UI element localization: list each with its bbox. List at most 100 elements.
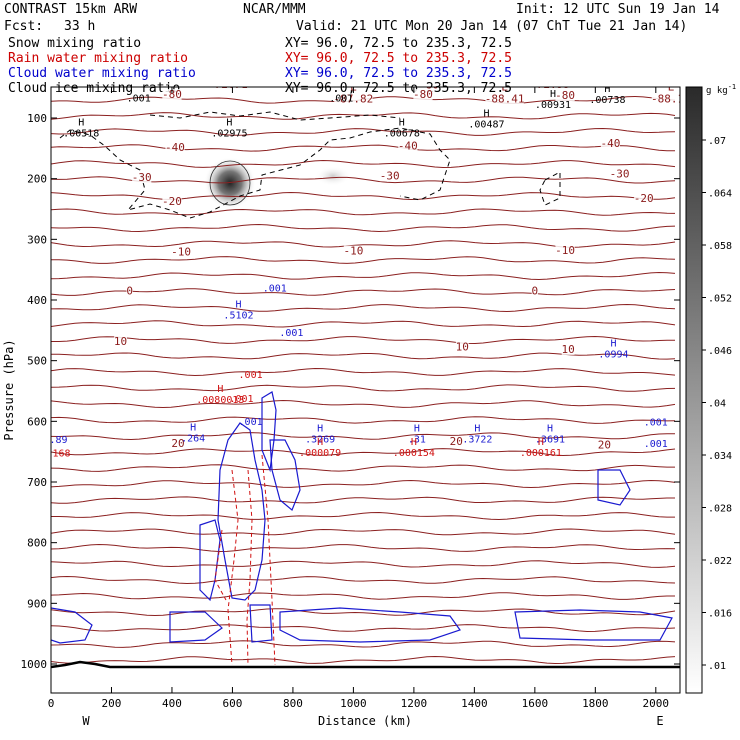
temperature-label: 0 (532, 284, 539, 297)
colorbar-tick-label: .034 (708, 451, 732, 462)
isotherm (51, 144, 675, 152)
legend-xy-cloud-water: XY= 96.0, 72.5 to 235.3, 72.5 (285, 66, 512, 81)
minimum-value-bg (334, 93, 373, 105)
init-time: Init: 12 UTC Sun 19 Jan 14 (516, 2, 720, 17)
isotherm (51, 127, 676, 136)
minimum-mark: L (225, 66, 232, 79)
isotherm (51, 624, 676, 633)
axes: 0 200 400 600 800 1000 1200 1400 1600 1800 2000100… (21, 87, 680, 710)
snow-max-value: .00487 (468, 120, 504, 131)
colorbar-tick-label: .046 (708, 346, 732, 357)
temperature-label: 20 (598, 439, 611, 452)
snow-max-value: .00738 (589, 95, 625, 106)
isotherm (51, 367, 676, 377)
temperature-label-bg (609, 168, 630, 180)
legend-label-rain: Rain water mixing ratio (8, 51, 188, 66)
minimum-value: -72.99 (530, 78, 570, 91)
temperature-label: 20 (450, 435, 463, 448)
legend-label-cloud-ice: Cloud ice mixing ratio (8, 81, 180, 96)
y-tick-label: 200 (27, 173, 47, 186)
x-tick-label: 1200 (401, 697, 428, 710)
minimum-value-bg (651, 93, 680, 105)
cloud-water-contour (249, 604, 273, 643)
cloud-water-contour (169, 611, 223, 643)
isotherm (51, 640, 676, 648)
cloud-water-value: .001 (644, 439, 668, 450)
temperature-label-bg (171, 246, 191, 258)
cloud-ice-contour (59, 127, 451, 219)
cloud-water-contour (597, 469, 631, 506)
temperature-label: 20 (171, 437, 184, 450)
isotherm (51, 496, 675, 504)
minimum-value: -72.71 (208, 78, 248, 91)
colorbar-unit: g kg-1 (706, 83, 736, 96)
x-axis-west: W (82, 714, 90, 728)
x-tick-label: 400 (162, 697, 182, 710)
cloud-water-contour (217, 422, 266, 601)
snow-max-value: .00518 (63, 129, 99, 140)
cloud-ice-contours (59, 111, 561, 219)
y-tick-label: 900 (27, 597, 47, 610)
minimum-value-bg (485, 93, 524, 105)
snow-max-mark: H (604, 84, 610, 95)
isotherm (51, 448, 676, 457)
x-axis-east: E (656, 714, 663, 728)
rain-value: .000079 (299, 448, 341, 459)
cloud-water-max-mark: H (547, 423, 553, 434)
x-tick-label: 1000 (340, 697, 367, 710)
legend-label-snow: Snow mixing ratio (8, 36, 141, 51)
temperature-label-bg (634, 193, 654, 205)
y-tick-label: 600 (27, 415, 47, 428)
x-axis-label: Distance (km) (318, 714, 412, 728)
snow-max-value: .02975 (211, 128, 247, 139)
temperature-label: -30 (610, 167, 630, 180)
isotherm (51, 352, 676, 360)
isotherm (51, 288, 676, 296)
isotherm (51, 528, 676, 536)
temperature-contours (51, 95, 676, 665)
cloud-water-value: .0994 (598, 349, 628, 360)
minimum-mark: L (547, 66, 554, 79)
rain-contour (227, 469, 239, 666)
minimum-mark: L (501, 80, 508, 93)
plot-frame (50, 86, 681, 694)
isotherm (51, 608, 676, 617)
x-tick-label: 600 (223, 697, 243, 710)
temperature-label: -30 (132, 171, 152, 184)
cloud-water-value: .3691 (535, 434, 565, 445)
temperature-label-bg (162, 89, 182, 101)
temperature-label-bg (413, 89, 433, 101)
rain-contours (214, 454, 276, 666)
colorbar-tick-label: .028 (708, 504, 732, 515)
rain-value: .168 (47, 449, 71, 460)
temperature-label-bg (449, 435, 463, 447)
minimum-value-bg (208, 87, 248, 90)
snow-max-mark: H (399, 118, 405, 129)
temperature-label-bg (419, 87, 439, 91)
y-axis-label: Pressure (hPa) (2, 339, 16, 440)
x-tick-label: 2000 (643, 697, 670, 710)
snow-contours (209, 160, 251, 206)
temperature-label: 10 (114, 335, 127, 348)
valid-time: Valid: 21 UTC Mon 20 Jan 14 (07 ChT Tue … (296, 19, 687, 34)
temperature-label-bg (600, 138, 621, 150)
rain-max-mark: H (411, 437, 417, 448)
cloud-water-contour (51, 607, 93, 644)
isotherm (51, 256, 676, 264)
snow-max-mark: H (483, 109, 489, 120)
colorbar-tick-label: .016 (708, 609, 732, 620)
temperature-label: -80 (162, 88, 182, 101)
temperature-label: -40 (601, 137, 621, 150)
x-tick-label: 200 (102, 697, 122, 710)
cloud-water-max-mark: H (414, 423, 420, 434)
cloud-water-contour (279, 607, 461, 643)
legend-xy-rain: XY= 96.0, 72.5 to 235.3, 72.5 (285, 51, 512, 66)
snow-max-mark: H (226, 117, 232, 128)
cloud-water-value: .5102 (223, 311, 253, 322)
isotherm (51, 416, 676, 424)
rain-contour (261, 454, 276, 666)
cloud-water-contour (199, 519, 221, 602)
isotherm (51, 176, 676, 184)
cloud-water-value: .31 (408, 434, 426, 445)
temperature-label: -20 (162, 195, 182, 208)
